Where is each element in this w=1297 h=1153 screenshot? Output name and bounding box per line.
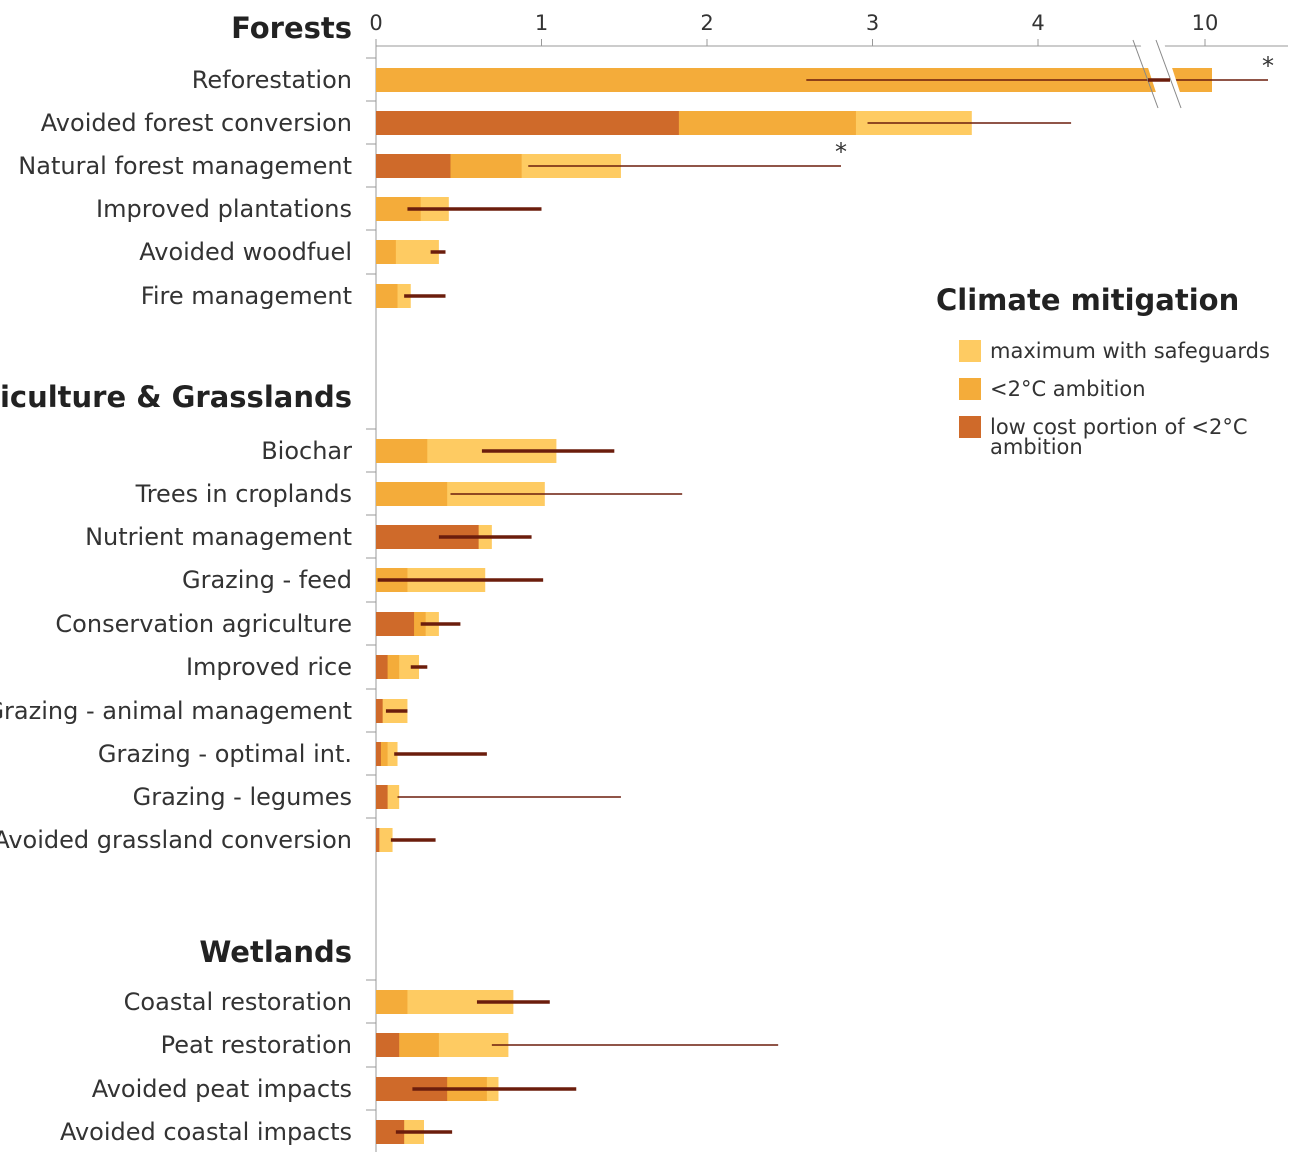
bar-low-cost (376, 699, 383, 723)
bar-low-cost (376, 154, 451, 178)
category-label: Coastal restoration (124, 988, 352, 1016)
bar-low-cost (376, 785, 388, 809)
x-tick-label: 0 (369, 11, 382, 35)
bar-low-cost (376, 1033, 400, 1057)
category-label: Grazing - legumes (133, 783, 352, 811)
bar-low-cost (376, 111, 679, 135)
legend-swatch (959, 340, 981, 362)
category-label: Biochar (261, 437, 352, 465)
bar-low-cost (376, 655, 388, 679)
x-axis: 0 1 2 3 4 10 (369, 11, 1288, 1152)
bar-ambition (376, 482, 448, 506)
legend: Climate mitigation maximum with safeguar… (936, 283, 1270, 459)
category-label: Improved plantations (96, 195, 352, 223)
bar-ambition (376, 990, 408, 1014)
bar-ambition (376, 742, 388, 766)
category-label: Nutrient management (85, 523, 352, 551)
truncation-marker: * (1262, 52, 1274, 80)
axis-break-line (1155, 39, 1182, 109)
bar-ambition (376, 284, 398, 308)
axis-break-line (1132, 39, 1159, 109)
category-label: Avoided coastal impacts (60, 1118, 352, 1146)
category-label: Grazing - animal management (0, 697, 352, 725)
legend-swatch (959, 378, 981, 400)
category-label: Grazing - optimal int. (98, 740, 352, 768)
truncation-marker: * (835, 138, 847, 166)
category-label: Conservation agriculture (55, 610, 352, 638)
group-title: Forests (231, 11, 352, 45)
axis-break (1132, 39, 1187, 112)
group-title: Wetlands (199, 935, 352, 969)
legend-label: <2°C ambition (990, 377, 1146, 401)
x-tick-label: 10 (1192, 11, 1219, 35)
category-label: Avoided forest conversion (41, 109, 352, 137)
category-label: Peat restoration (161, 1031, 352, 1059)
legend-label: maximum with safeguards (990, 339, 1270, 363)
category-labels: Forests Reforestation Avoided forest conve… (0, 11, 376, 1146)
category-label: Fire management (141, 282, 352, 310)
bar-ambition (376, 240, 396, 264)
category-label: Natural forest management (18, 152, 352, 180)
category-label: Avoided woodfuel (139, 238, 352, 266)
category-label: Reforestation (192, 66, 352, 94)
category-label: Grazing - feed (182, 566, 352, 594)
bar-ambition (376, 439, 428, 463)
x-tick-label: 1 (535, 11, 548, 35)
bars: ** (376, 39, 1274, 1144)
category-label: Avoided peat impacts (92, 1075, 352, 1103)
bar-low-cost (376, 612, 415, 636)
group-title: Agriculture & Grasslands (0, 380, 352, 414)
bar-low-cost (376, 828, 380, 852)
category-label: Trees in croplands (135, 480, 352, 508)
axis-break-gap (1138, 40, 1187, 112)
x-tick-label: 4 (1031, 11, 1044, 35)
legend-swatch (959, 416, 981, 438)
x-tick-label: 3 (866, 11, 879, 35)
bar-low-cost (376, 742, 381, 766)
category-label: Avoided grassland conversion (0, 826, 352, 854)
x-tick-label: 2 (700, 11, 713, 35)
legend-title: Climate mitigation (936, 283, 1239, 317)
bar-maximum (376, 828, 393, 852)
category-label: Improved rice (186, 653, 352, 681)
legend-label: low cost portion of <2°C ambition (990, 415, 1248, 459)
